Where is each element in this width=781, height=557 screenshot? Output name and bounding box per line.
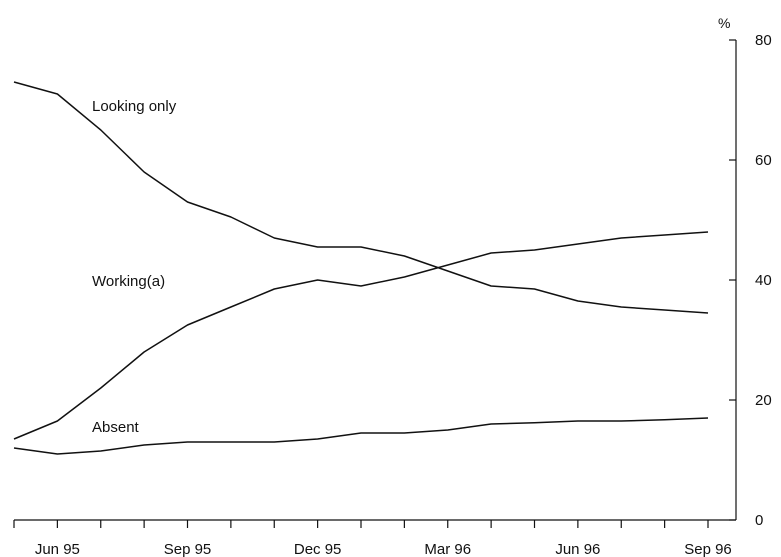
x-tick-label: Mar 96	[424, 541, 471, 557]
x-ticks	[13, 520, 709, 528]
x-tick-label: Dec 95	[294, 541, 342, 557]
y-tick-labels: 0 20 40 60 80	[755, 32, 772, 529]
x-tick-label: Jun 96	[555, 541, 600, 557]
series-label: Looking only	[92, 98, 177, 115]
x-tick-label: Sep 95	[164, 541, 212, 557]
y-tick-label: 40	[755, 272, 772, 289]
y-unit-label: %	[718, 15, 730, 31]
y-tick-label: 60	[755, 152, 772, 169]
x-tick-label: Sep 96	[684, 541, 732, 557]
series-labels: Looking only Working(a) Absent	[92, 98, 177, 436]
series-line-working-a	[13, 231, 709, 440]
y-tick-label: 0	[755, 512, 763, 529]
x-tick-label: Jun 95	[35, 541, 80, 557]
series-label: Working(a)	[92, 273, 165, 290]
series-line-absent	[13, 417, 709, 455]
x-tick-labels: Jun 95 Sep 95 Dec 95 Mar 96 Jun 96 Sep 96	[35, 541, 732, 557]
y-tick-label: 20	[755, 392, 772, 409]
series-label: Absent	[92, 419, 140, 436]
series-line-looking-only	[13, 81, 709, 314]
y-tick-label: 80	[755, 32, 772, 49]
series-group	[13, 81, 709, 455]
y-ticks	[729, 39, 736, 521]
